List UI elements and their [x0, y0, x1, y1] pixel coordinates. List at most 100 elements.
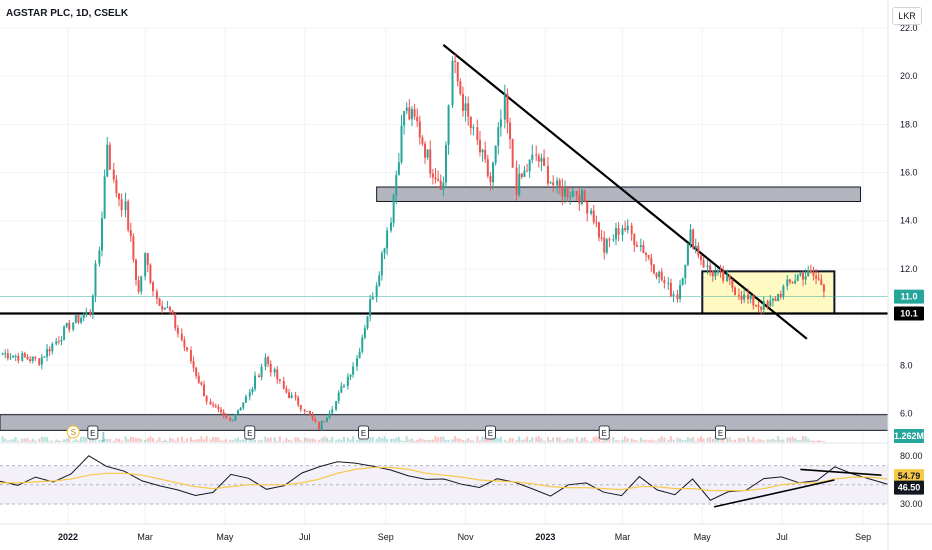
candle-body	[282, 380, 285, 389]
candle-body	[231, 420, 234, 422]
volume-bar	[375, 438, 378, 442]
volume-bar	[635, 440, 638, 442]
volume-bar	[807, 438, 810, 442]
volume-bar	[716, 437, 719, 442]
volume-bar	[447, 439, 450, 442]
candle-body	[171, 310, 174, 314]
candle-body	[489, 176, 492, 183]
volume-bar	[276, 440, 279, 442]
candle-body	[608, 239, 611, 241]
candle-body	[161, 306, 164, 310]
volume-bar	[260, 440, 263, 442]
candle-body	[331, 409, 334, 414]
candle-body	[476, 127, 479, 140]
volume-bar	[278, 436, 281, 442]
volume-bar	[444, 439, 447, 442]
earnings-marker-label: E	[90, 429, 95, 438]
candle-body	[108, 144, 111, 170]
candle-body	[335, 401, 338, 410]
volume-bar	[383, 436, 386, 442]
volume-bar	[804, 436, 807, 442]
volume-bar	[82, 436, 85, 442]
rsi-ma-value-label: 54.79	[898, 471, 921, 481]
candle-body	[129, 229, 132, 237]
volume-bar	[23, 438, 26, 442]
volume-bar	[318, 440, 321, 442]
volume-bar	[395, 437, 398, 442]
volume-bar	[595, 436, 598, 442]
candle-body	[342, 385, 345, 387]
rsi-value-label: 46.50	[898, 483, 921, 493]
volume-bar	[416, 439, 419, 442]
volume-bar	[652, 440, 655, 442]
volume-bar	[481, 436, 484, 442]
currency-button[interactable]: LKR	[892, 7, 922, 25]
candle-body	[308, 411, 311, 415]
candle-body	[523, 170, 526, 178]
volume-bar	[740, 438, 743, 442]
rsi-trendline-upper	[800, 468, 882, 476]
volume-bar	[812, 440, 815, 442]
candle-body	[617, 228, 620, 235]
volume-bar	[390, 438, 393, 442]
volume-bar	[285, 437, 288, 442]
candle-body	[197, 375, 200, 383]
volume-bar	[692, 437, 695, 442]
candle-body	[692, 229, 695, 249]
candle-body	[801, 272, 804, 280]
candle-body	[605, 239, 608, 253]
volume-bar	[782, 439, 785, 442]
volume-bar	[760, 439, 763, 442]
candle-body	[276, 369, 279, 380]
candle-body	[762, 301, 765, 310]
volume-bar	[60, 440, 63, 442]
candle-body	[558, 180, 561, 187]
candle-body	[540, 157, 543, 162]
earnings-marker	[598, 425, 610, 440]
x-tick-label: Jul	[776, 532, 788, 542]
candle-body	[323, 421, 326, 423]
candle-body	[403, 111, 406, 126]
volume-bar	[822, 440, 825, 442]
candle-body	[650, 257, 653, 265]
candle-body	[592, 210, 595, 223]
volume-bar	[342, 436, 345, 442]
volume-bar	[200, 436, 203, 442]
candle-body	[434, 177, 437, 180]
volume-bar	[442, 436, 445, 442]
candle-body	[467, 103, 470, 117]
volume-bar	[418, 438, 421, 442]
volume-bar	[743, 438, 746, 442]
volume-bar	[676, 437, 679, 442]
candle-body	[174, 313, 177, 329]
volume-bar	[439, 436, 442, 442]
volume-bar	[180, 436, 183, 442]
candle-body	[248, 392, 251, 397]
volume-bar	[14, 436, 17, 442]
volume-bar	[484, 437, 487, 442]
candle-body	[546, 165, 549, 184]
volume-label: 1.262M	[894, 431, 924, 441]
candle-body	[352, 366, 355, 375]
candle-body	[380, 253, 383, 276]
x-tick-label: Jul	[299, 532, 311, 542]
candle-body	[752, 295, 755, 306]
candle-body	[369, 299, 372, 317]
earnings-marker	[485, 425, 496, 440]
candle-body	[137, 279, 140, 292]
volume-bar	[48, 440, 51, 442]
candle-body	[647, 255, 650, 258]
volume-bar	[437, 437, 440, 442]
candle-body	[655, 273, 658, 278]
candle-body	[82, 314, 85, 319]
candle-body	[294, 395, 297, 398]
candle-body	[590, 210, 593, 214]
candle-body	[578, 195, 581, 204]
volume-bar	[472, 440, 475, 442]
volume-bar	[714, 436, 717, 442]
volume-bar	[711, 438, 714, 442]
candle-body	[728, 274, 731, 280]
candle-body	[395, 175, 398, 196]
